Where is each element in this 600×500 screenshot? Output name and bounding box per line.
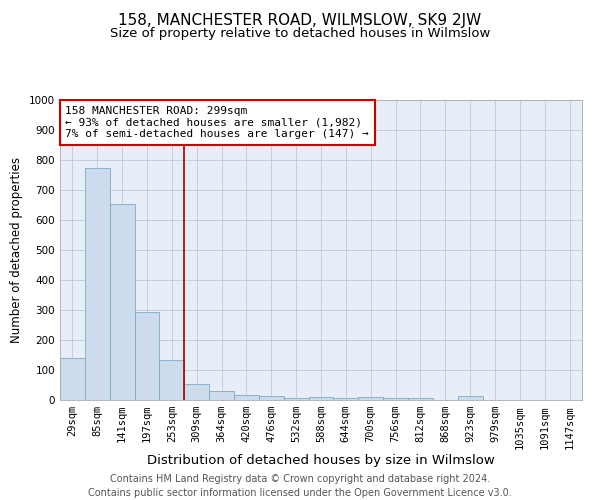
Bar	[234, 394, 259, 400]
Text: 158 MANCHESTER ROAD: 299sqm
← 93% of detached houses are smaller (1,982)
7% of s: 158 MANCHESTER ROAD: 299sqm ← 93% of det…	[65, 106, 369, 139]
Bar	[110, 204, 134, 400]
Bar	[85, 168, 110, 400]
Bar	[458, 396, 482, 400]
Bar	[160, 360, 184, 400]
Bar	[284, 398, 308, 400]
Bar	[134, 312, 160, 400]
Bar	[334, 398, 358, 400]
Text: Size of property relative to detached houses in Wilmslow: Size of property relative to detached ho…	[110, 28, 490, 40]
X-axis label: Distribution of detached houses by size in Wilmslow: Distribution of detached houses by size …	[147, 454, 495, 467]
Text: 158, MANCHESTER ROAD, WILMSLOW, SK9 2JW: 158, MANCHESTER ROAD, WILMSLOW, SK9 2JW	[118, 12, 482, 28]
Text: Contains HM Land Registry data © Crown copyright and database right 2024.
Contai: Contains HM Land Registry data © Crown c…	[88, 474, 512, 498]
Bar	[358, 397, 383, 400]
Bar	[184, 384, 209, 400]
Bar	[308, 397, 334, 400]
Bar	[60, 358, 85, 400]
Bar	[408, 398, 433, 400]
Bar	[209, 391, 234, 400]
Y-axis label: Number of detached properties: Number of detached properties	[10, 157, 23, 343]
Bar	[259, 396, 284, 400]
Bar	[383, 398, 408, 400]
